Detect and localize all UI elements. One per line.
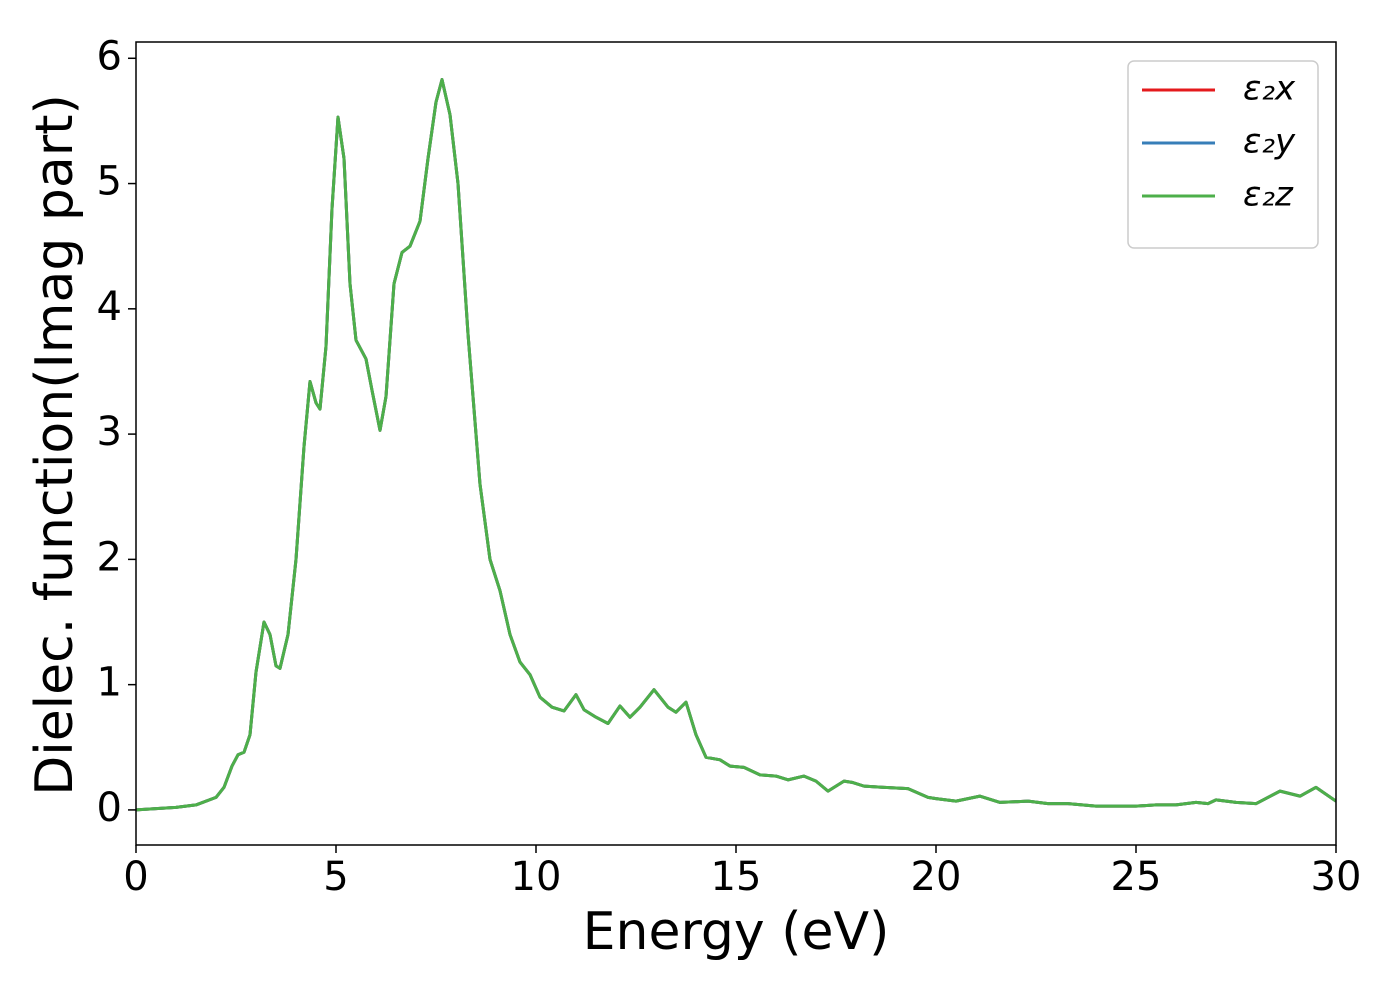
y-tick-label: 6	[97, 33, 122, 79]
legend-label: ε₂x	[1243, 69, 1296, 109]
y-tick-label: 0	[97, 785, 122, 831]
legend-box	[1127, 60, 1319, 249]
legend-label: ε₂y	[1243, 122, 1296, 162]
y-tick-label: 2	[97, 534, 122, 580]
legend-label: ε₂z	[1243, 175, 1294, 215]
y-tick-label: 4	[97, 284, 122, 330]
series-line	[136, 78, 1336, 812]
y-axis-label: Dielec. function(Imag part)	[25, 94, 85, 796]
x-tick-label: 5	[323, 854, 348, 900]
x-tick-label: 20	[911, 854, 962, 900]
x-tick-label: 10	[511, 854, 562, 900]
x-tick-label: 30	[1311, 854, 1362, 900]
x-axis-label: Energy (eV)	[583, 902, 890, 962]
y-tick-label: 3	[97, 409, 122, 455]
x-tick-label: 15	[711, 854, 762, 900]
x-tick-label: 25	[1111, 854, 1162, 900]
y-tick-label: 1	[97, 660, 122, 706]
plot-frame	[135, 41, 1337, 846]
y-tick-label: 5	[97, 159, 122, 205]
x-tick-label: 0	[123, 854, 148, 900]
